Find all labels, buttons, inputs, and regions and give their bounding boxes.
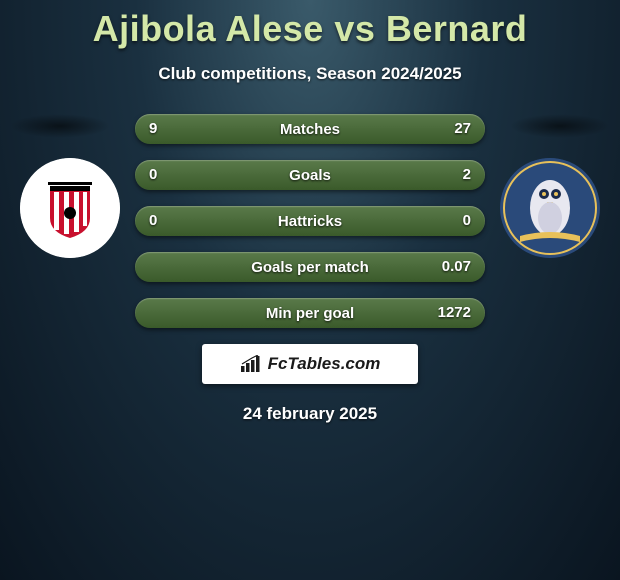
stat-value-left: 9	[135, 114, 171, 144]
stat-value-right: 0	[449, 206, 485, 236]
stat-label: Goals per match	[251, 259, 369, 276]
stat-value-right: 2	[449, 160, 485, 190]
stat-value-right: 1272	[424, 298, 485, 328]
stat-value-left: 0	[135, 160, 171, 190]
club-crest-right	[500, 158, 600, 258]
fctables-logo[interactable]: FcTables.com	[202, 344, 418, 384]
stats-list: 9 Matches 27 0 Goals 2 0 Hattricks 0 Goa…	[135, 114, 485, 328]
stat-row: 9 Matches 27	[135, 114, 485, 144]
stat-label: Goals	[289, 167, 331, 184]
stat-value-left	[135, 252, 163, 282]
stat-row: Goals per match 0.07	[135, 252, 485, 282]
bar-chart-icon	[240, 355, 262, 373]
stat-row: 0 Hattricks 0	[135, 206, 485, 236]
sheffield-wednesday-crest-icon	[500, 158, 600, 258]
stat-label: Hattricks	[278, 213, 342, 230]
club-crest-left	[20, 158, 120, 258]
stat-value-left	[135, 298, 163, 328]
comparison-body: 9 Matches 27 0 Goals 2 0 Hattricks 0 Goa…	[0, 114, 620, 424]
comparison-subtitle: Club competitions, Season 2024/2025	[0, 64, 620, 84]
stat-label: Min per goal	[266, 305, 354, 322]
crest-shadow-right	[510, 114, 610, 138]
stat-row: Min per goal 1272	[135, 298, 485, 328]
stat-row: 0 Goals 2	[135, 160, 485, 190]
comparison-date: 24 february 2025	[0, 404, 620, 424]
stat-value-right: 0.07	[428, 252, 485, 282]
sunderland-crest-icon	[20, 158, 120, 258]
crest-shadow-left	[10, 114, 110, 138]
fctables-logo-text: FcTables.com	[268, 354, 381, 374]
stat-value-right: 27	[440, 114, 485, 144]
stat-label: Matches	[280, 121, 340, 138]
stat-value-left: 0	[135, 206, 171, 236]
comparison-title: Ajibola Alese vs Bernard	[0, 0, 620, 50]
